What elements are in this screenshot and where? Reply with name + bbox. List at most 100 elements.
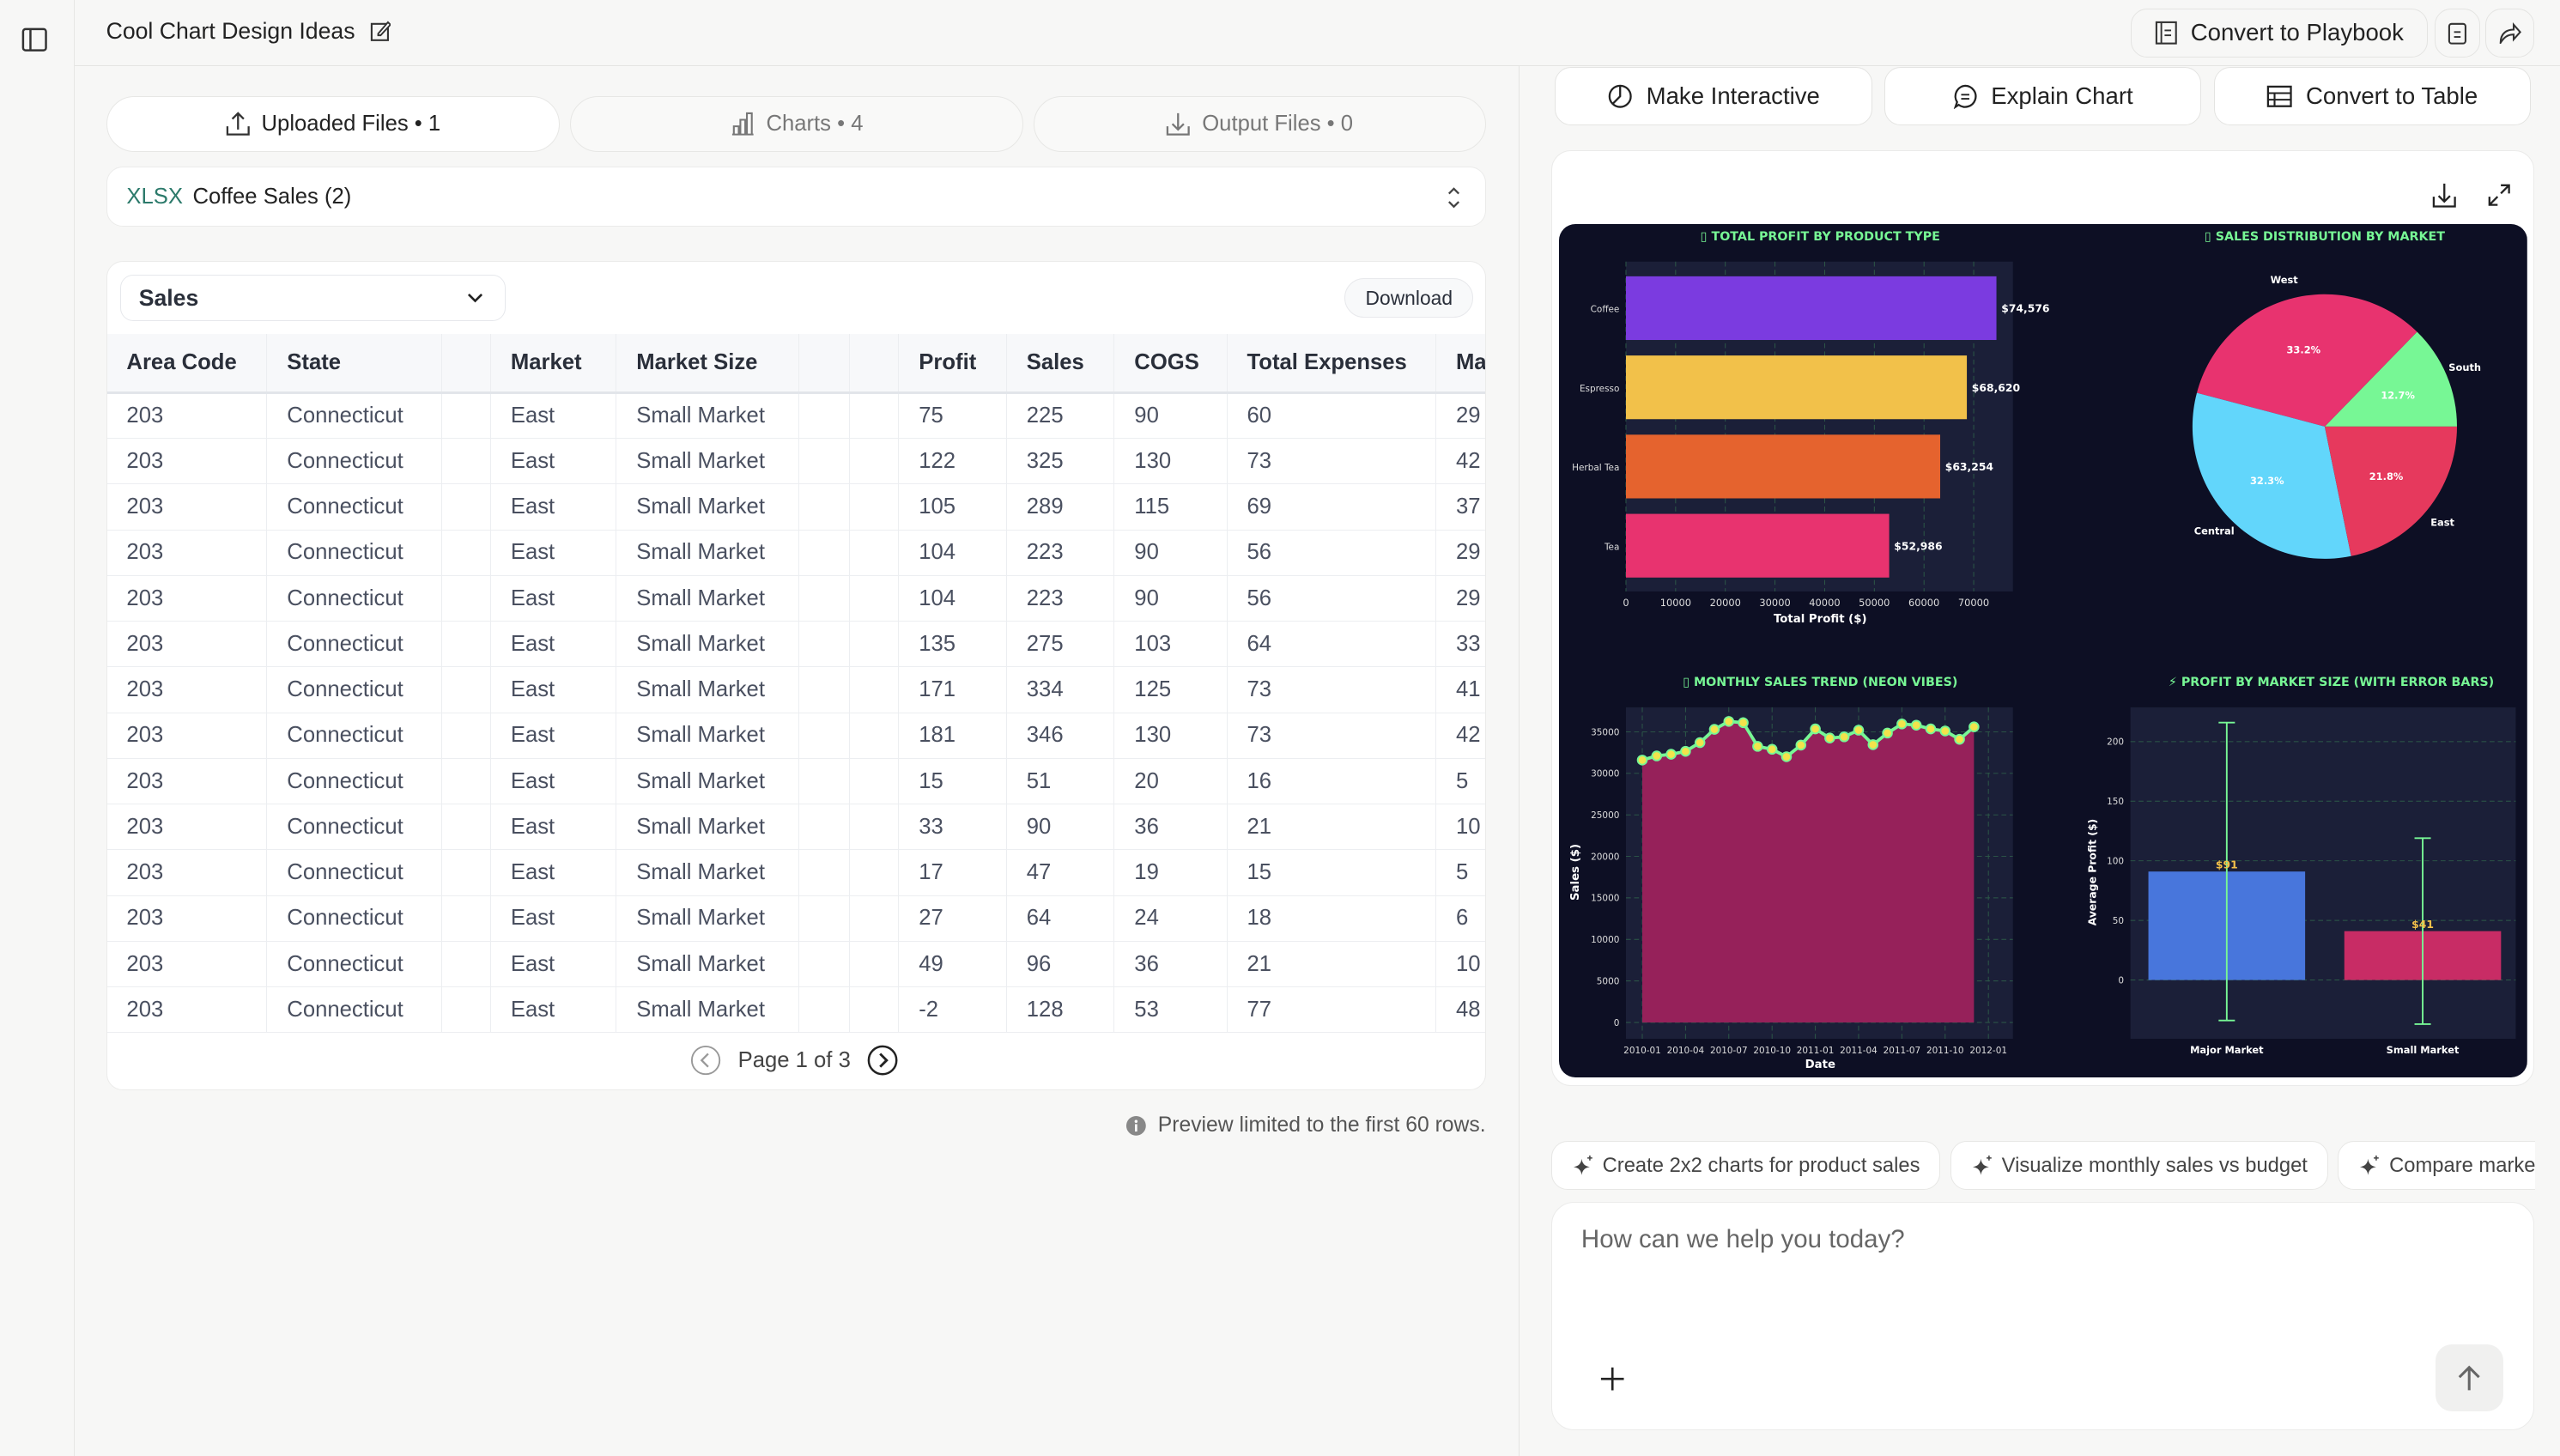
send-button[interactable] [2435, 1344, 2504, 1412]
table-cell: Small Market [616, 758, 800, 805]
table-cell: 115 [1113, 483, 1228, 531]
table-cell: 10 [1435, 804, 1485, 851]
column-header[interactable]: Area Code [106, 333, 268, 394]
data-label: $63,254 [1945, 461, 1994, 473]
notes-button[interactable] [2434, 8, 2480, 58]
info-icon [1125, 1115, 1146, 1136]
table-cell: Connecticut [266, 986, 442, 1034]
share-button[interactable] [2484, 8, 2534, 58]
table-cell: Small Market [616, 986, 800, 1034]
table-cell: Small Market [616, 895, 800, 942]
edit-icon[interactable] [370, 21, 391, 42]
table-row: 203 Connecticut East Small Market 135 275 103 6… [106, 621, 1485, 668]
tab-output-files[interactable]: Output Files • 0 [1033, 96, 1486, 152]
table-cell [798, 438, 851, 485]
sheet-select[interactable]: Sales [119, 275, 506, 321]
table-cell: 203 [106, 483, 268, 531]
table-row: 203 Connecticut East Small Market 122 325 130 7… [106, 438, 1485, 485]
bar-chart-icon [731, 112, 754, 136]
table-cell: East [490, 438, 617, 485]
make-interactive-button[interactable]: Make Interactive [1554, 66, 1873, 126]
column-header[interactable]: Market [490, 333, 617, 394]
data-table: Area Code State Market Market Size Profit Sal… [106, 333, 1485, 1034]
table-row: 203 Connecticut East Small Market 75 225 90 60 2… [106, 392, 1485, 440]
table-cell [798, 483, 851, 531]
table-cell [849, 758, 900, 805]
table-cell: 104 [898, 575, 1007, 622]
table-row: 203 Connecticut East Small Market 49 96 36 21 10 [106, 941, 1485, 988]
next-page-icon[interactable] [867, 1045, 898, 1076]
column-header[interactable]: Total Expenses [1227, 333, 1437, 394]
table-cell: 203 [106, 666, 268, 713]
table-cell: 49 [898, 941, 1007, 988]
y-tick-label: 200 [2107, 737, 2124, 747]
y-tick-label: 100 [2107, 856, 2124, 866]
column-header[interactable]: Sales [1006, 333, 1115, 394]
column-header[interactable]: State [266, 333, 442, 394]
column-header[interactable] [441, 333, 492, 394]
table-cell [441, 849, 492, 896]
table-cell [849, 438, 900, 485]
column-header[interactable]: Profit [898, 333, 1007, 394]
x-axis-label: Date [1805, 1059, 1835, 1071]
table-cell: 130 [1113, 438, 1228, 485]
column-header[interactable]: COGS [1113, 333, 1228, 394]
data-point [1939, 725, 1951, 737]
column-header[interactable] [798, 333, 851, 394]
chat-box[interactable]: How can we help you today? [1550, 1201, 2534, 1430]
tab-uploaded-files[interactable]: Uploaded Files • 1 [106, 96, 561, 152]
table-cell: 90 [1113, 575, 1228, 622]
data-point [1925, 723, 1937, 734]
explain-chart-button[interactable]: Explain Chart [1884, 66, 2201, 126]
expand-icon[interactable] [2486, 182, 2512, 208]
table-cell: East [490, 849, 617, 896]
plus-icon[interactable] [1599, 1366, 1625, 1392]
data-table-card: Sales Download Area Code State Market Marke… [106, 261, 1486, 1091]
data-point [1708, 723, 1720, 735]
y-tick-label: Coffee [1591, 304, 1620, 314]
column-header[interactable] [849, 333, 900, 394]
tab-charts[interactable]: Charts • 4 [569, 96, 1024, 152]
table-cell: Connecticut [266, 895, 442, 942]
table-cell: East [490, 758, 617, 805]
table-cell [849, 895, 900, 942]
table-row: 203 Connecticut East Small Market 33 90 36 21 10 [106, 804, 1485, 851]
sparkle-icon [1573, 1155, 1592, 1175]
x-tick-label: 40000 [1810, 597, 1841, 609]
table-cell: 73 [1227, 666, 1437, 713]
dashboard-chart: 0 10000 20000 30000 40000 50000 60000 70000Coff… [1559, 223, 2527, 1078]
suggestion-chip[interactable]: Create 2x2 charts for product sales [1550, 1141, 1941, 1191]
chart-title: ⚡ PROFIT BY MARKET SIZE (WITH ERROR BARS… [2169, 676, 2494, 689]
download-chart-icon[interactable] [2432, 182, 2457, 208]
suggestion-chip[interactable]: Visualize monthly sales vs budget [1950, 1141, 2328, 1191]
table-cell [441, 986, 492, 1034]
panel-divider[interactable] [1518, 65, 1520, 1456]
prev-page-icon[interactable] [690, 1045, 721, 1076]
convert-to-playbook-button[interactable]: Convert to Playbook [2130, 8, 2428, 58]
file-selector[interactable]: XLSX Coffee Sales (2) [106, 166, 1486, 228]
data-label: $68,620 [1972, 381, 2021, 393]
column-header[interactable]: Ma [1435, 333, 1485, 394]
data-label: $91 [2216, 858, 2238, 871]
table-cell: 64 [1227, 621, 1437, 668]
table-cell: 5 [1435, 758, 1485, 805]
column-header[interactable]: Market Size [616, 333, 800, 394]
upload-icon [226, 112, 250, 136]
chat-input[interactable]: How can we help you today? [1580, 1225, 1905, 1254]
convert-to-table-button[interactable]: Convert to Table [2213, 66, 2531, 126]
suggestion-chip[interactable]: Compare marke [2338, 1141, 2536, 1191]
table-cell: 203 [106, 986, 268, 1034]
table-cell: 56 [1227, 575, 1437, 622]
table-cell [798, 986, 851, 1034]
table-cell: East [490, 575, 617, 622]
y-tick-label: 15000 [1591, 893, 1619, 903]
table-cell [441, 758, 492, 805]
sidebar-toggle-icon[interactable] [21, 27, 47, 52]
data-point [1651, 749, 1663, 761]
data-point [1839, 731, 1850, 743]
table-cell: Small Market [616, 438, 800, 485]
data-point [1780, 750, 1793, 762]
download-button[interactable]: Download [1344, 278, 1474, 318]
x-tick-label: 70000 [1958, 597, 1989, 609]
table-cell: 346 [1006, 713, 1115, 759]
